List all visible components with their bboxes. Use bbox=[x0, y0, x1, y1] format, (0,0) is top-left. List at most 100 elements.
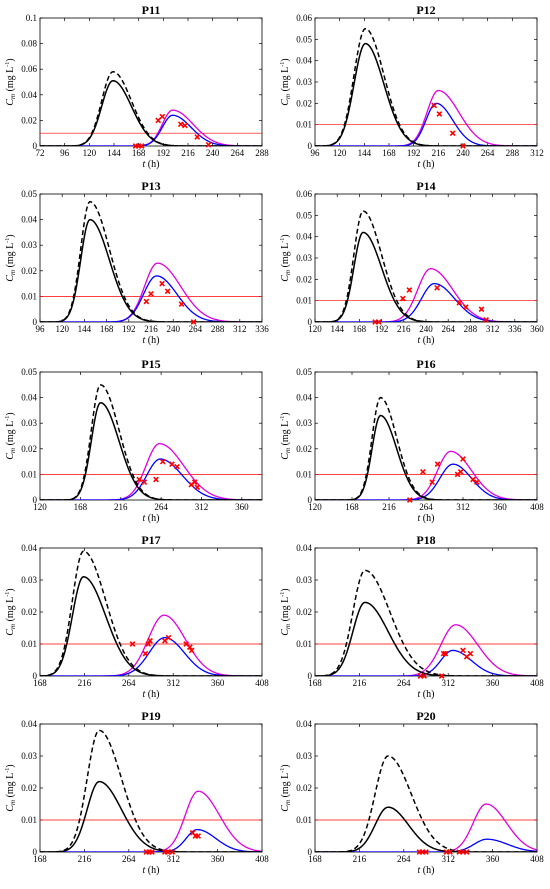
y-tick-label: 0 bbox=[308, 671, 313, 681]
x-tick-label: 240 bbox=[206, 148, 220, 158]
x-tick-label: 312 bbox=[233, 324, 247, 334]
y-tick-label: 0 bbox=[33, 671, 38, 681]
x-tick-label: 144 bbox=[358, 148, 372, 158]
black-solid-curve bbox=[40, 218, 262, 322]
observed-point bbox=[164, 849, 171, 855]
x-tick-label: 288 bbox=[255, 148, 269, 158]
x-tick-label: 408 bbox=[530, 502, 544, 512]
observed-point bbox=[169, 461, 175, 468]
x-tick-label: 216 bbox=[181, 148, 195, 158]
y-tick-label: 0.01 bbox=[296, 120, 312, 130]
plot-area bbox=[39, 17, 263, 147]
x-tick-label: 192 bbox=[157, 148, 171, 158]
chart-title: P16 bbox=[416, 357, 435, 371]
x-axis-label: t (h) bbox=[418, 865, 435, 876]
x-tick-label: 144 bbox=[78, 324, 92, 334]
x-tick-label: 360 bbox=[486, 854, 500, 864]
chart-title: P18 bbox=[416, 533, 435, 547]
y-tick-label: 0.02 bbox=[296, 274, 312, 284]
x-tick-label: 168 bbox=[345, 502, 359, 512]
observed-point bbox=[191, 479, 198, 485]
x-tick-label: 120 bbox=[55, 324, 69, 334]
x-tick-label: 240 bbox=[456, 148, 470, 158]
observed-point bbox=[195, 833, 202, 839]
y-tick-label: 0.03 bbox=[296, 253, 312, 263]
chart-title: P14 bbox=[416, 179, 435, 193]
y-tick-label: 0.03 bbox=[296, 575, 312, 585]
x-axis-label: t (h) bbox=[143, 865, 160, 876]
observed-point bbox=[436, 111, 443, 117]
x-tick-label: 144 bbox=[330, 324, 344, 334]
chart-panel: P15 120 168 216 264 312 360 0 0.01 0.02 0.03 0.04 0.… bbox=[5, 357, 263, 524]
plot-area bbox=[314, 193, 538, 323]
observed-point bbox=[147, 637, 153, 644]
y-axis-label: Cm (mg L-1) bbox=[5, 412, 17, 459]
y-tick-label: 0 bbox=[33, 141, 38, 151]
observed-point bbox=[205, 141, 212, 148]
x-tick-label: 168 bbox=[382, 148, 396, 158]
observed-point bbox=[423, 849, 429, 855]
plot-area bbox=[314, 371, 538, 501]
observed-point bbox=[155, 117, 162, 124]
x-tick-label: 312 bbox=[441, 854, 455, 864]
black-dashed-curve bbox=[40, 729, 262, 852]
y-tick-label: 0.03 bbox=[21, 751, 37, 761]
y-tick-label: 0.02 bbox=[21, 266, 37, 276]
chart-title: P12 bbox=[416, 3, 435, 17]
x-tick-label: 264 bbox=[122, 678, 136, 688]
magenta-curve bbox=[40, 614, 262, 676]
plot-area bbox=[39, 723, 263, 853]
observed-point bbox=[177, 121, 184, 128]
plot-area bbox=[314, 723, 538, 853]
y-axis-label: Cm (mg L-1) bbox=[280, 58, 292, 105]
y-tick-label: 0 bbox=[308, 847, 313, 857]
chart-panel: P13 96 120 144 168 192 216 240 264 288 312 336 0 0.01… bbox=[5, 179, 269, 346]
x-tick-label: 312 bbox=[166, 678, 180, 688]
observed-point bbox=[159, 113, 166, 120]
x-tick-label: 264 bbox=[397, 678, 411, 688]
y-tick-label: 0.04 bbox=[21, 215, 37, 225]
x-axis-label: t (h) bbox=[143, 513, 160, 524]
chart-title: P19 bbox=[141, 709, 160, 723]
y-tick-label: 0 bbox=[308, 317, 313, 327]
y-axis-label: Cm (mg L-1) bbox=[5, 58, 17, 105]
y-tick-label: 0.02 bbox=[296, 444, 312, 454]
x-tick-label: 96 bbox=[311, 148, 321, 158]
chart-panel: P18 168 216 264 312 360 408 0 0.01 0.02 0.03 0.04 t … bbox=[280, 533, 544, 700]
y-tick-label: 0.02 bbox=[21, 607, 37, 617]
black-solid-curve bbox=[40, 79, 262, 146]
observed-point bbox=[467, 650, 474, 657]
observed-point bbox=[164, 288, 171, 295]
blue-curve bbox=[315, 282, 537, 322]
x-tick-label: 120 bbox=[308, 502, 322, 512]
observed-point bbox=[434, 285, 440, 291]
x-axis-label: t (h) bbox=[418, 159, 435, 170]
x-axis-label: t (h) bbox=[143, 335, 160, 346]
y-tick-label: 0.06 bbox=[296, 13, 312, 23]
x-tick-label: 120 bbox=[83, 148, 97, 158]
x-tick-label: 312 bbox=[195, 502, 209, 512]
x-tick-label: 120 bbox=[308, 324, 322, 334]
y-tick-label: 0.01 bbox=[296, 469, 312, 479]
y-tick-label: 0.01 bbox=[21, 291, 37, 301]
plot-area bbox=[314, 547, 538, 677]
x-tick-label: 264 bbox=[189, 324, 203, 334]
observed-point bbox=[129, 641, 136, 647]
observed-point bbox=[474, 479, 480, 485]
x-tick-label: 216 bbox=[114, 502, 128, 512]
x-tick-label: 312 bbox=[441, 678, 455, 688]
y-tick-label: 0.04 bbox=[21, 393, 37, 403]
black-solid-curve bbox=[40, 401, 262, 500]
observed-point bbox=[483, 317, 489, 323]
x-tick-label: 120 bbox=[33, 502, 47, 512]
black-solid-curve bbox=[315, 806, 537, 852]
blue-curve bbox=[315, 463, 537, 500]
x-tick-label: 168 bbox=[33, 854, 47, 864]
observed-point bbox=[194, 134, 201, 140]
x-tick-label: 168 bbox=[74, 502, 88, 512]
x-tick-label: 360 bbox=[486, 678, 500, 688]
observed-point bbox=[421, 673, 428, 679]
y-tick-label: 0.01 bbox=[296, 815, 312, 825]
magenta-curve bbox=[315, 450, 537, 500]
